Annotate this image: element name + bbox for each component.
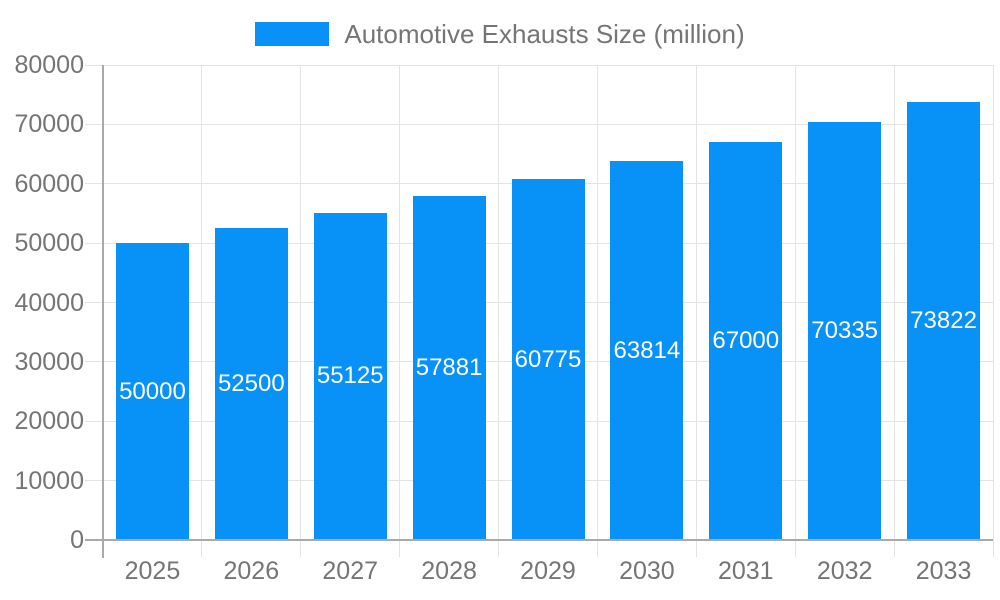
- x-tick-mark: [300, 540, 302, 557]
- y-axis-tick-label: 50000: [14, 229, 84, 258]
- y-tick-mark: [85, 480, 103, 482]
- x-tick-mark: [992, 540, 994, 557]
- gridline-vertical: [201, 65, 203, 540]
- bar-value-label: 50000: [119, 377, 186, 405]
- x-axis-tick-label: 2027: [322, 557, 379, 585]
- y-axis-tick-label: 70000: [14, 110, 84, 139]
- gridline-vertical: [596, 65, 598, 540]
- x-axis-tick-label: 2030: [619, 557, 675, 585]
- bar-2030[interactable]: [610, 161, 684, 540]
- legend-swatch-icon: [255, 22, 330, 46]
- bar-value-label: 60775: [514, 345, 582, 373]
- bar-2031[interactable]: [709, 142, 783, 540]
- x-axis-tick-label: 2029: [520, 557, 576, 585]
- bar-value-label: 67000: [712, 327, 780, 355]
- gridline-vertical: [399, 65, 401, 540]
- x-axis-tick-label: 2026: [223, 557, 280, 585]
- gridline-vertical: [300, 65, 302, 540]
- bar-value-label: 52500: [217, 370, 285, 398]
- y-axis-line: [102, 65, 104, 558]
- x-axis-tick-label: 2025: [124, 557, 181, 585]
- gridline-vertical: [498, 65, 500, 540]
- y-tick-mark: [85, 420, 103, 422]
- x-tick-mark: [695, 540, 697, 557]
- bar-2033[interactable]: [907, 101, 981, 540]
- y-axis-tick-label: 30000: [14, 347, 84, 376]
- x-axis-line: [85, 539, 993, 541]
- gridline-vertical: [794, 65, 796, 540]
- legend-label: Automotive Exhausts Size (million): [344, 19, 745, 49]
- x-tick-mark: [794, 540, 796, 557]
- bar-2027[interactable]: [313, 212, 387, 540]
- bar-2026[interactable]: [214, 228, 288, 540]
- y-tick-mark: [85, 302, 103, 303]
- x-axis-tick-label: 2032: [816, 557, 873, 585]
- y-axis-tick-label: 0: [70, 526, 84, 554]
- bar-value-label: 57881: [415, 354, 483, 382]
- bar-value-label: 55125: [316, 362, 384, 390]
- x-tick-mark: [596, 540, 598, 557]
- y-tick-mark: [85, 64, 103, 66]
- x-axis-tick-label: 2033: [915, 557, 972, 585]
- y-axis-tick-label: 80000: [14, 51, 84, 79]
- gridline-vertical: [893, 65, 895, 540]
- bar-value-label: 73822: [910, 306, 977, 334]
- y-axis-tick-label: 40000: [14, 288, 84, 317]
- y-tick-mark: [85, 242, 103, 244]
- x-axis-tick-label: 2028: [421, 557, 477, 585]
- x-tick-mark: [498, 540, 500, 557]
- x-axis-tick-label: 2031: [717, 557, 774, 585]
- gridline-vertical: [992, 65, 994, 540]
- bar-2029[interactable]: [511, 179, 585, 540]
- y-axis-tick-label: 10000: [14, 466, 84, 495]
- bar-value-label: 70335: [811, 317, 879, 345]
- x-tick-mark: [201, 540, 203, 557]
- gridline-vertical: [695, 65, 697, 540]
- legend[interactable]: Automotive Exhausts Size (million): [0, 20, 1000, 48]
- y-tick-mark: [85, 361, 103, 363]
- bar-2025[interactable]: [115, 243, 189, 540]
- y-axis-tick-label: 60000: [14, 169, 84, 198]
- bar-2028[interactable]: [412, 196, 486, 540]
- x-tick-mark: [893, 540, 895, 557]
- bar-value-label: 63814: [613, 336, 681, 364]
- bar-2032[interactable]: [808, 122, 882, 540]
- y-tick-mark: [85, 123, 103, 125]
- y-tick-mark: [85, 183, 103, 185]
- y-axis-tick-label: 20000: [14, 407, 84, 436]
- x-tick-mark: [399, 540, 401, 557]
- gridline-horizontal: [103, 123, 993, 125]
- gridline-horizontal: [103, 64, 993, 66]
